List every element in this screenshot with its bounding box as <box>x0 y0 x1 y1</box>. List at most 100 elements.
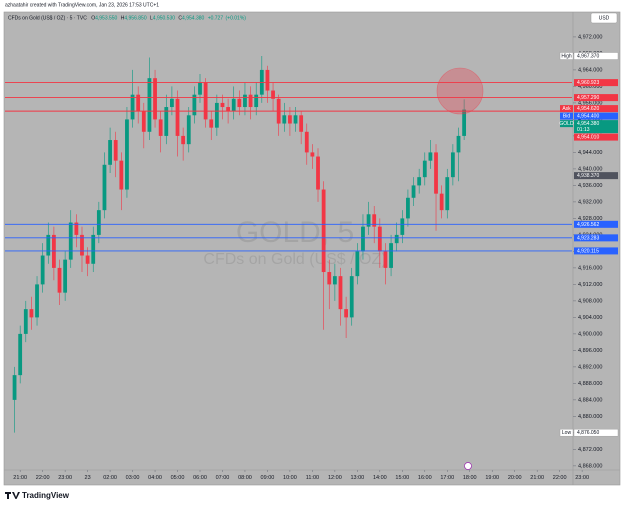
price-label: 4,938.370 <box>577 173 599 179</box>
legend: CFDs on Gold (US$ / OZ) · 5 · TVC O4,953… <box>8 16 246 22</box>
x-tick-label: 12:00 <box>328 475 342 481</box>
candle-body <box>186 115 191 145</box>
y-tick-label: 4,944.000 <box>578 150 602 156</box>
countdown: 01:13 <box>577 127 590 133</box>
y-tick-label: 4,912.000 <box>578 282 602 288</box>
x-tick-label: 17:00 <box>440 475 454 481</box>
price-tag: High <box>561 53 572 59</box>
legend-key: C <box>178 16 182 22</box>
brand: TradingView <box>22 491 70 500</box>
legend-key: H <box>121 16 125 22</box>
legend-value: 4,954.380 <box>182 16 204 22</box>
candle-body <box>321 189 326 273</box>
candle-body <box>428 152 433 161</box>
candle-body <box>394 234 399 244</box>
candle-body <box>243 94 247 108</box>
price-label-box <box>574 105 618 113</box>
legend-change: +0.727 <box>208 16 224 22</box>
y-tick-label: 4,872.000 <box>578 447 602 453</box>
x-tick-label: 21:00 <box>13 475 27 481</box>
candle-body <box>282 115 287 124</box>
currency: USD <box>599 16 610 22</box>
candle-body <box>12 375 17 400</box>
candle-body <box>265 69 270 91</box>
candle-body <box>349 276 354 318</box>
price-label-box <box>573 428 619 437</box>
y-tick-label: 4,952.000 <box>578 117 602 123</box>
price-label-box <box>574 234 618 242</box>
legend-value: 4,950.530 <box>153 16 175 22</box>
y-tick-label: 4,932.000 <box>578 199 602 205</box>
y-tick-label: 4,892.000 <box>578 364 602 370</box>
candle-body <box>51 234 56 268</box>
candle-body <box>214 102 219 128</box>
x-tick-label: 23 <box>85 475 91 481</box>
x-tick-label: 06:00 <box>193 475 207 481</box>
legend-change-percent: (+0.01%) <box>226 16 247 22</box>
candle-body <box>293 115 298 124</box>
x-tick-label: 02:00 <box>103 475 117 481</box>
y-tick-label: 4,900.000 <box>578 331 602 337</box>
x-tick-label: 22:00 <box>36 475 50 481</box>
price-label-box <box>574 94 618 102</box>
candle-body <box>355 251 360 277</box>
replay-icon[interactable] <box>464 462 472 470</box>
y-tick-label: 4,972.000 <box>578 34 602 40</box>
candle-body <box>271 90 275 99</box>
y-tick-label: 4,896.000 <box>578 348 602 354</box>
x-tick-label: 05:00 <box>171 475 185 481</box>
candle-body <box>136 94 141 112</box>
candle-body <box>57 267 62 293</box>
x-tick-label: 04:00 <box>148 475 162 481</box>
price-tag-box <box>560 105 573 113</box>
price-label-box <box>574 247 618 255</box>
candle-body <box>456 135 461 153</box>
price-tag: GOLD <box>559 121 574 127</box>
candle-body <box>198 82 202 95</box>
price-label-box <box>573 52 619 60</box>
y-tick-label: 4,956.000 <box>578 100 602 106</box>
candle-body <box>175 98 180 136</box>
price-label: 4,923.283 <box>577 235 599 241</box>
price-label: 4,954.380 <box>577 121 599 127</box>
price-label: 4,960.923 <box>577 80 599 86</box>
candle-body <box>153 78 157 120</box>
candle-body <box>23 309 28 334</box>
x-tick-label: 03:00 <box>126 475 140 481</box>
chart-frame <box>3 11 621 486</box>
y-tick-label: 4,916.000 <box>578 265 602 271</box>
candle-body <box>40 255 45 285</box>
y-tick-label: 4,908.000 <box>578 298 602 304</box>
price-tag: Ask <box>562 106 571 112</box>
candle-body <box>316 156 320 190</box>
candle-body <box>147 78 152 132</box>
candle-body <box>248 94 253 108</box>
price-label: 4,957.290 <box>577 95 599 101</box>
candle-body <box>209 119 214 128</box>
candle-body <box>181 135 186 145</box>
x-tick-label: 10:00 <box>283 475 297 481</box>
candle-body <box>85 255 90 264</box>
candle-body <box>231 98 236 112</box>
price-label: 4,954.400 <box>577 114 599 120</box>
candle-body <box>29 309 34 318</box>
y-tick-label: 4,960.000 <box>578 84 602 90</box>
candle-body <box>372 214 377 227</box>
candle-body <box>383 251 388 268</box>
candle-body <box>462 109 467 136</box>
candle-body <box>361 226 365 252</box>
candle-body <box>220 102 225 108</box>
candle-body <box>102 164 107 211</box>
price-label: 4,920.115 <box>577 248 599 254</box>
candle-body <box>119 160 124 190</box>
legend-key: O <box>91 16 95 22</box>
candle-body <box>125 119 129 190</box>
currency-button[interactable] <box>590 12 618 24</box>
price-label: 4,967.370 <box>577 53 599 59</box>
candle-body <box>434 152 438 194</box>
y-tick-label: 4,868.000 <box>578 463 602 469</box>
y-tick-label: 4,888.000 <box>578 381 602 387</box>
candle-body <box>170 98 174 108</box>
candle-body <box>203 82 208 120</box>
